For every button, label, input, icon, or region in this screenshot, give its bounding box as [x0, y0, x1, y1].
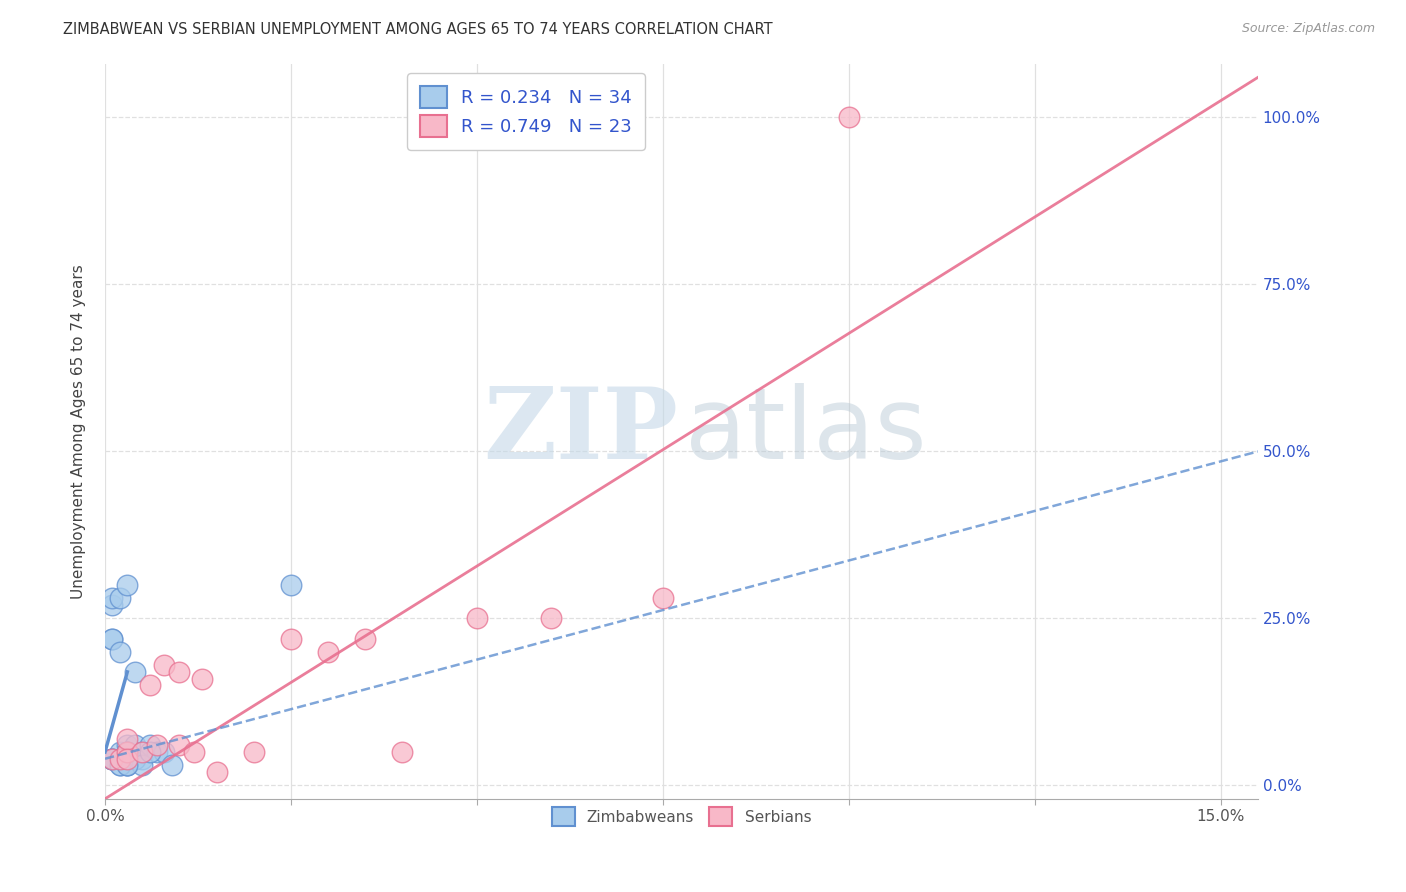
Point: [117, 752, 139, 766]
Point: [651, 591, 673, 606]
Point: [117, 758, 139, 772]
Point: [108, 591, 131, 606]
Text: Source: ZipAtlas.com: Source: ZipAtlas.com: [1241, 22, 1375, 36]
Point: [183, 745, 205, 759]
Point: [117, 739, 139, 753]
Text: ZIP: ZIP: [484, 383, 678, 480]
Point: [108, 745, 131, 759]
Point: [117, 752, 139, 766]
Point: [131, 745, 153, 759]
Point: [316, 645, 339, 659]
Point: [169, 665, 191, 679]
Point: [124, 739, 146, 753]
Point: [138, 745, 160, 759]
Point: [146, 745, 169, 759]
Point: [108, 752, 131, 766]
Point: [101, 632, 124, 646]
Point: [540, 611, 562, 625]
Point: [124, 665, 146, 679]
Point: [138, 678, 160, 692]
Point: [391, 745, 413, 759]
Point: [117, 758, 139, 772]
Point: [146, 739, 169, 753]
Point: [101, 752, 124, 766]
Y-axis label: Unemployment Among Ages 65 to 74 years: Unemployment Among Ages 65 to 74 years: [72, 264, 86, 599]
Point: [190, 672, 212, 686]
Point: [108, 645, 131, 659]
Point: [101, 752, 124, 766]
Point: [117, 758, 139, 772]
Text: ZIMBABWEAN VS SERBIAN UNEMPLOYMENT AMONG AGES 65 TO 74 YEARS CORRELATION CHART: ZIMBABWEAN VS SERBIAN UNEMPLOYMENT AMONG…: [63, 22, 773, 37]
Point: [108, 758, 131, 772]
Point: [138, 739, 160, 753]
Point: [131, 745, 153, 759]
Point: [117, 745, 139, 759]
Text: atlas: atlas: [685, 383, 927, 480]
Point: [280, 632, 302, 646]
Point: [101, 752, 124, 766]
Point: [354, 632, 377, 646]
Point: [153, 745, 176, 759]
Point: [242, 745, 264, 759]
Point: [108, 752, 131, 766]
Point: [160, 758, 183, 772]
Point: [101, 632, 124, 646]
Point: [153, 658, 176, 673]
Point: [108, 758, 131, 772]
Point: [838, 111, 860, 125]
Point: [101, 752, 124, 766]
Point: [101, 598, 124, 612]
Point: [117, 745, 139, 759]
Point: [169, 739, 191, 753]
Point: [465, 611, 488, 625]
Point: [101, 591, 124, 606]
Legend: Zimbabweans, Serbians: Zimbabweans, Serbians: [543, 798, 820, 835]
Point: [124, 752, 146, 766]
Point: [117, 745, 139, 759]
Point: [101, 752, 124, 766]
Point: [117, 731, 139, 746]
Point: [280, 578, 302, 592]
Point: [131, 758, 153, 772]
Point: [117, 578, 139, 592]
Point: [131, 752, 153, 766]
Point: [205, 765, 228, 780]
